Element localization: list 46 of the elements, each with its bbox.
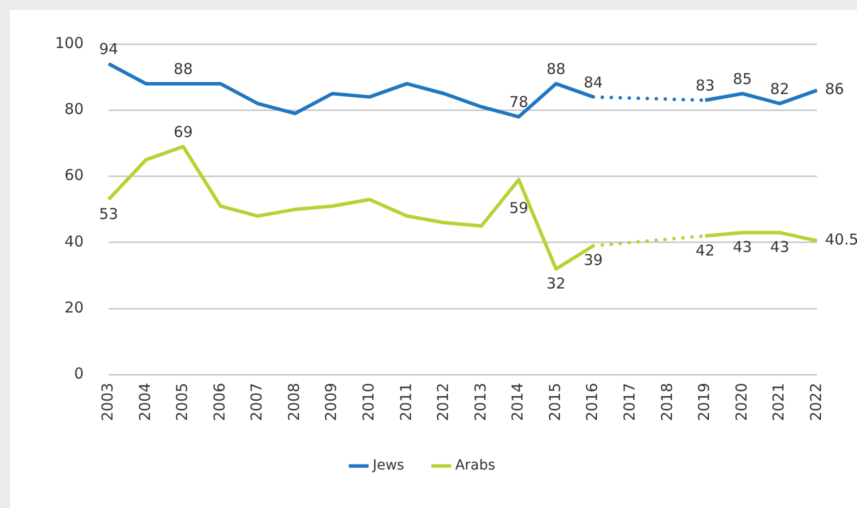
data-label: 40.5 xyxy=(825,230,857,249)
y-tick-label: 0 xyxy=(74,364,84,383)
data-label: 84 xyxy=(584,73,603,92)
data-label: 39 xyxy=(584,251,603,270)
x-tick-label: 2017 xyxy=(620,382,638,422)
x-tick-label: 2006 xyxy=(210,382,228,422)
y-tick-label: 40 xyxy=(64,232,84,250)
data-label: 53 xyxy=(99,204,118,223)
data-label: 43 xyxy=(770,238,790,256)
data-label: 78 xyxy=(509,93,528,112)
x-tick-label: 2003 xyxy=(98,382,117,422)
x-tick-label: 2008 xyxy=(284,382,303,422)
data-label: 88 xyxy=(174,60,193,78)
data-label: 82 xyxy=(770,80,790,98)
y-tick-label: 80 xyxy=(64,100,84,118)
data-label: 83 xyxy=(696,76,715,95)
x-tick-label: 2005 xyxy=(173,382,192,422)
data-label: 32 xyxy=(546,274,566,292)
y-tick-label: 20 xyxy=(64,298,84,317)
data-label: 85 xyxy=(732,70,752,88)
legend-label: Jews xyxy=(372,458,404,474)
y-tick-label: 60 xyxy=(64,166,84,184)
x-tick-label: 2013 xyxy=(471,382,490,422)
data-label: 94 xyxy=(99,40,118,58)
x-tick-label: 2019 xyxy=(695,382,714,422)
data-label: 43 xyxy=(732,238,752,256)
x-tick-label: 2010 xyxy=(360,382,378,422)
data-label: 88 xyxy=(546,60,566,78)
x-tick-label: 2021 xyxy=(770,382,788,422)
x-tick-label: 2018 xyxy=(658,382,676,422)
x-tick-label: 2009 xyxy=(322,382,340,422)
y-tick-label: 100 xyxy=(54,34,84,52)
x-tick-label: 2020 xyxy=(732,382,750,422)
x-tick-label: 2014 xyxy=(508,382,527,422)
x-tick-label: 2015 xyxy=(546,382,564,422)
x-tick-label: 2004 xyxy=(136,382,154,422)
x-tick-label: 2016 xyxy=(583,382,602,422)
x-tick-label: 2007 xyxy=(248,382,266,422)
x-tick-label: 2011 xyxy=(396,382,415,422)
data-label: 69 xyxy=(174,122,193,141)
data-label: 86 xyxy=(825,80,844,98)
data-label: 59 xyxy=(509,199,528,218)
legend-label: Arabs xyxy=(455,458,496,474)
x-tick-label: 2012 xyxy=(434,382,452,422)
x-tick-label: 2022 xyxy=(806,382,825,422)
data-label: 42 xyxy=(696,241,715,260)
